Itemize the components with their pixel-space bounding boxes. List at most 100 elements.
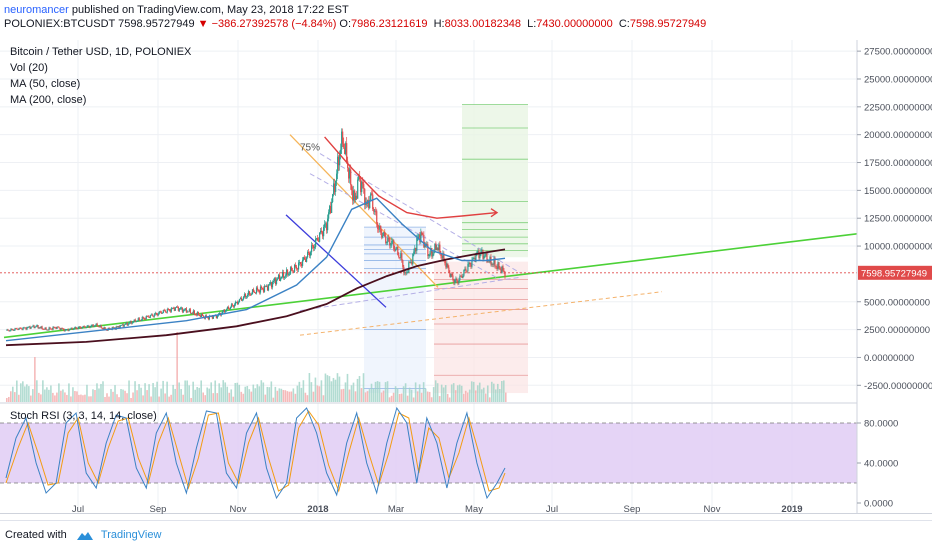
candle-body: [57, 326, 59, 328]
candle-body: [207, 317, 210, 320]
candle-body: [96, 323, 98, 327]
volume-bar: [168, 396, 170, 402]
tradingview-brand[interactable]: TradingView: [100, 529, 162, 541]
candle-body: [266, 286, 269, 291]
candle-body: [39, 327, 41, 329]
time-axis-label: 2019: [781, 504, 802, 515]
volume-bar: [500, 381, 503, 402]
candle-body: [116, 326, 118, 328]
volume-bar: [138, 384, 140, 402]
volume-bar: [142, 395, 144, 402]
candle-body: [381, 232, 383, 238]
volume-bar: [258, 386, 261, 402]
high-value: 8033.00182348: [444, 18, 522, 30]
candle-body: [50, 328, 52, 330]
candle-body: [311, 245, 313, 253]
volume-bar: [234, 382, 237, 402]
volume-bar: [102, 381, 104, 402]
legend-ma200: MA (200, close): [10, 94, 87, 106]
publisher-name[interactable]: neuromancer: [4, 4, 69, 16]
candle-body: [452, 275, 454, 280]
volume-bar: [382, 390, 385, 402]
volume-bar: [254, 388, 257, 402]
volume-bar: [414, 382, 417, 402]
candle-body: [113, 327, 115, 329]
volume-bar: [498, 389, 501, 402]
candle-body: [397, 246, 399, 255]
volume-bar: [466, 392, 469, 402]
volume-bar: [454, 390, 457, 402]
candle-body: [258, 290, 261, 293]
volume-bar: [312, 391, 315, 402]
candle-body: [389, 238, 391, 246]
volume-bar: [124, 390, 126, 402]
candle-body: [318, 240, 320, 242]
volume-bar: [374, 381, 377, 402]
candle-body: [61, 328, 63, 330]
candle-body: [363, 183, 365, 189]
volume-bar: [240, 391, 243, 402]
volume-bar: [286, 391, 289, 402]
volume-bar: [182, 394, 184, 402]
candle-body: [455, 278, 457, 281]
candle-body: [24, 327, 26, 329]
price-axis-label: 22500.00000000: [864, 102, 932, 113]
candle-body: [399, 257, 401, 258]
candle-body: [284, 275, 287, 277]
candle-body: [205, 315, 208, 317]
volume-bar: [22, 381, 24, 402]
volume-bar: [468, 389, 471, 402]
candle-body: [292, 271, 295, 273]
candle-body: [160, 312, 162, 314]
candle-body: [231, 304, 234, 306]
volume-bar: [440, 384, 443, 402]
candle-body: [186, 311, 188, 313]
candle-body: [117, 326, 119, 327]
candle-body: [359, 176, 361, 180]
legend-vol: Vol (20): [10, 62, 48, 74]
candle-body: [401, 253, 403, 261]
candle-body: [221, 311, 224, 314]
candle-body: [199, 315, 201, 317]
candle-body: [229, 306, 232, 310]
candle-body: [443, 253, 445, 260]
volume-bar: [108, 396, 110, 402]
candle-body: [184, 308, 186, 310]
volume-bar: [370, 383, 373, 402]
published-text: published on TradingView.com, May 23, 20…: [71, 4, 349, 16]
candle-body: [409, 262, 411, 264]
candle-body: [90, 325, 92, 327]
candle-body: [423, 234, 425, 248]
candle-body: [279, 278, 282, 281]
candle-body: [281, 272, 284, 277]
volume-bar: [40, 394, 42, 402]
candle-body: [390, 244, 392, 246]
candle-body: [102, 328, 104, 330]
candle-body: [87, 325, 89, 327]
candle-body: [484, 255, 486, 257]
candle-body: [330, 206, 332, 213]
time-axis-label: May: [465, 504, 483, 515]
candle-body: [348, 168, 350, 179]
candle-body: [415, 247, 417, 251]
candle-body: [462, 275, 464, 278]
candle-body: [453, 279, 455, 284]
candle-body: [234, 301, 237, 305]
candle-body: [75, 327, 77, 329]
volume-bar: [84, 394, 86, 402]
candle-body: [387, 237, 389, 243]
volume-bar: [388, 397, 391, 402]
candle-body: [86, 325, 88, 328]
candle-body: [325, 223, 327, 225]
price-axis-label: 25000.00000000: [864, 74, 932, 85]
candle-body: [388, 237, 390, 239]
candle-body: [410, 261, 412, 264]
price-chart[interactable]: 75% 27500.00000000 25000.00000000 22500.00…: [0, 36, 932, 516]
candle-body: [386, 242, 388, 244]
volume-bar: [96, 383, 98, 402]
volume-bar: [356, 378, 359, 402]
candle-body: [84, 326, 86, 329]
candle-body: [68, 329, 70, 331]
candle-body: [354, 190, 356, 201]
volume-bar: [156, 381, 158, 402]
